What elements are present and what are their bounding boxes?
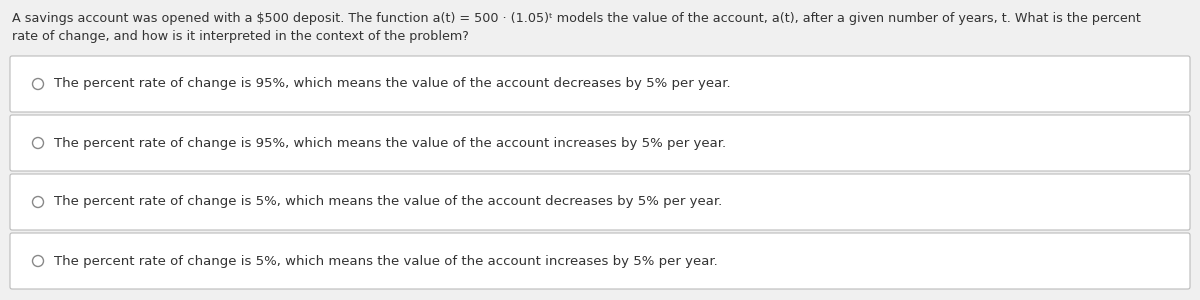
Text: A savings account was opened with a $500 deposit. The function a(t) = 500 · (1.0: A savings account was opened with a $500… [12, 12, 1141, 25]
FancyBboxPatch shape [10, 56, 1190, 112]
Text: The percent rate of change is 95%, which means the value of the account increase: The percent rate of change is 95%, which… [54, 136, 726, 149]
Text: The percent rate of change is 95%, which means the value of the account decrease: The percent rate of change is 95%, which… [54, 77, 731, 91]
Text: rate of change, and how is it interpreted in the context of the problem?: rate of change, and how is it interprete… [12, 30, 469, 43]
FancyBboxPatch shape [10, 174, 1190, 230]
FancyBboxPatch shape [10, 233, 1190, 289]
FancyBboxPatch shape [10, 115, 1190, 171]
Text: The percent rate of change is 5%, which means the value of the account increases: The percent rate of change is 5%, which … [54, 254, 718, 268]
Text: The percent rate of change is 5%, which means the value of the account decreases: The percent rate of change is 5%, which … [54, 196, 722, 208]
